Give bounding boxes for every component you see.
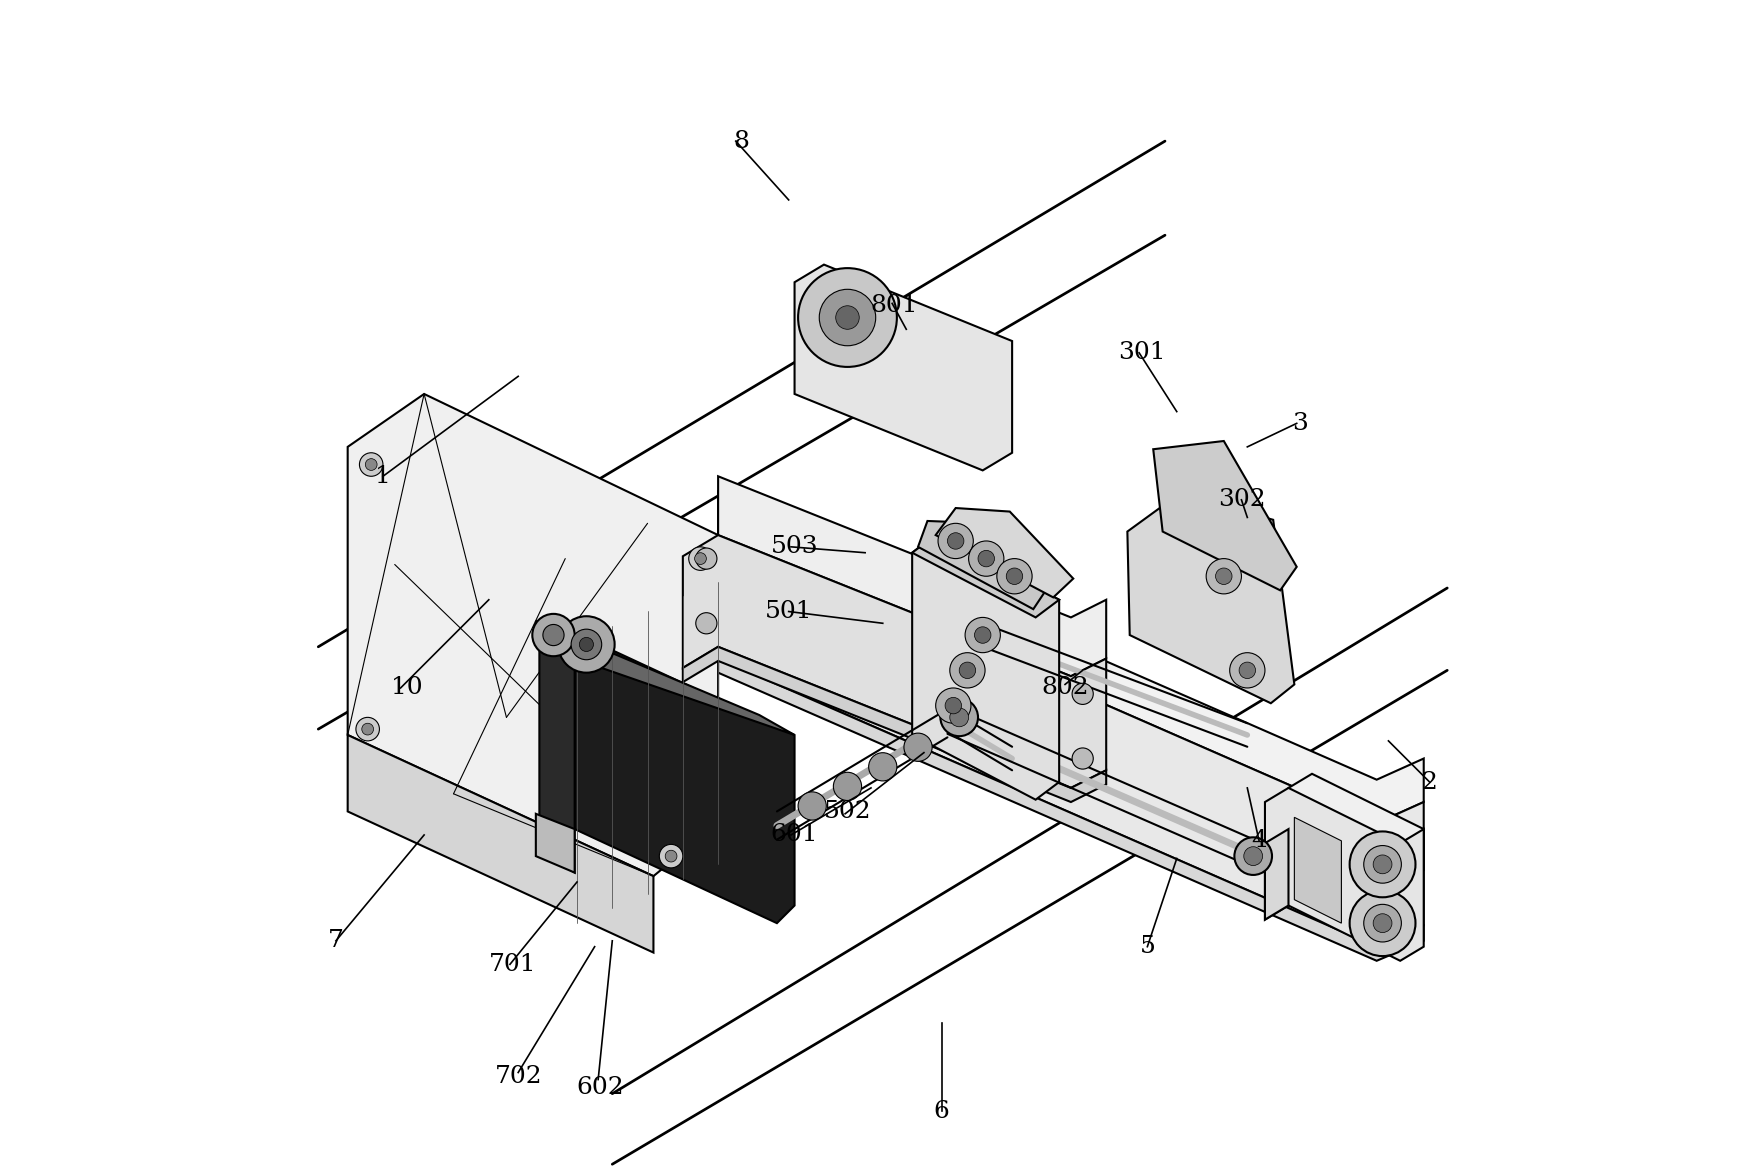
Circle shape — [1239, 662, 1256, 679]
Polygon shape — [1153, 441, 1296, 590]
Text: 601: 601 — [770, 823, 819, 847]
Polygon shape — [794, 265, 1012, 470]
Text: 801: 801 — [871, 294, 918, 318]
Polygon shape — [683, 535, 1423, 947]
Polygon shape — [1294, 817, 1341, 923]
Polygon shape — [918, 521, 1047, 609]
Text: 6: 6 — [934, 1100, 949, 1123]
Polygon shape — [1265, 829, 1289, 920]
Circle shape — [949, 653, 984, 688]
Polygon shape — [718, 492, 1423, 823]
Circle shape — [533, 614, 575, 656]
Circle shape — [362, 723, 373, 735]
Circle shape — [688, 547, 712, 570]
Circle shape — [1230, 653, 1265, 688]
Text: 701: 701 — [488, 953, 537, 976]
Circle shape — [571, 629, 601, 660]
Circle shape — [948, 533, 963, 549]
Polygon shape — [913, 535, 1059, 800]
Circle shape — [946, 697, 962, 714]
Polygon shape — [1289, 774, 1423, 884]
Polygon shape — [537, 621, 794, 735]
Circle shape — [1216, 568, 1232, 584]
Circle shape — [1350, 890, 1416, 956]
Text: 7: 7 — [327, 929, 343, 953]
Circle shape — [869, 753, 897, 781]
Circle shape — [557, 616, 615, 673]
Polygon shape — [683, 659, 1423, 961]
Text: 602: 602 — [577, 1076, 624, 1100]
Text: 301: 301 — [1118, 341, 1165, 365]
Circle shape — [833, 773, 862, 801]
Polygon shape — [1127, 494, 1294, 703]
Polygon shape — [537, 814, 575, 873]
Circle shape — [366, 459, 376, 470]
Circle shape — [969, 541, 1003, 576]
Polygon shape — [575, 641, 794, 923]
Polygon shape — [348, 394, 718, 876]
Circle shape — [974, 627, 991, 643]
Text: 5: 5 — [1139, 935, 1155, 958]
Circle shape — [1071, 748, 1094, 769]
Circle shape — [1373, 914, 1392, 933]
Circle shape — [665, 850, 678, 862]
Text: 2: 2 — [1421, 770, 1437, 794]
Circle shape — [695, 613, 718, 634]
Circle shape — [1350, 831, 1416, 897]
Circle shape — [1244, 847, 1263, 866]
Circle shape — [1071, 683, 1094, 704]
Circle shape — [949, 708, 969, 727]
Polygon shape — [935, 508, 1073, 597]
Circle shape — [695, 553, 706, 564]
Polygon shape — [540, 639, 575, 873]
Circle shape — [798, 268, 897, 367]
Circle shape — [1007, 568, 1023, 584]
Circle shape — [904, 733, 932, 761]
Circle shape — [1373, 855, 1392, 874]
Text: 702: 702 — [495, 1064, 542, 1088]
Circle shape — [355, 717, 380, 741]
Circle shape — [580, 637, 594, 652]
Polygon shape — [348, 735, 653, 953]
Circle shape — [996, 559, 1031, 594]
Circle shape — [941, 699, 977, 736]
Text: 4: 4 — [1251, 829, 1266, 853]
Circle shape — [819, 289, 876, 346]
Circle shape — [798, 791, 826, 820]
Circle shape — [1364, 904, 1401, 942]
Circle shape — [359, 453, 383, 476]
Polygon shape — [1265, 788, 1423, 961]
Circle shape — [977, 550, 995, 567]
Circle shape — [658, 844, 683, 868]
Circle shape — [1205, 559, 1242, 594]
Text: 503: 503 — [770, 535, 819, 559]
Circle shape — [544, 624, 564, 646]
Text: 1: 1 — [375, 465, 390, 488]
Text: 802: 802 — [1042, 676, 1089, 700]
Text: 302: 302 — [1218, 488, 1265, 512]
Text: 502: 502 — [824, 800, 871, 823]
Polygon shape — [683, 535, 1106, 788]
Circle shape — [937, 523, 974, 559]
Polygon shape — [718, 476, 1106, 676]
Text: 10: 10 — [390, 676, 422, 700]
Text: 501: 501 — [765, 600, 812, 623]
Circle shape — [836, 306, 859, 329]
Circle shape — [695, 548, 718, 569]
Circle shape — [1235, 837, 1272, 875]
Circle shape — [935, 688, 970, 723]
Polygon shape — [683, 647, 1106, 802]
Circle shape — [965, 617, 1000, 653]
Text: 8: 8 — [733, 129, 749, 153]
Circle shape — [960, 662, 976, 679]
Circle shape — [1364, 846, 1401, 883]
Text: 3: 3 — [1293, 412, 1308, 435]
Polygon shape — [913, 535, 1059, 617]
